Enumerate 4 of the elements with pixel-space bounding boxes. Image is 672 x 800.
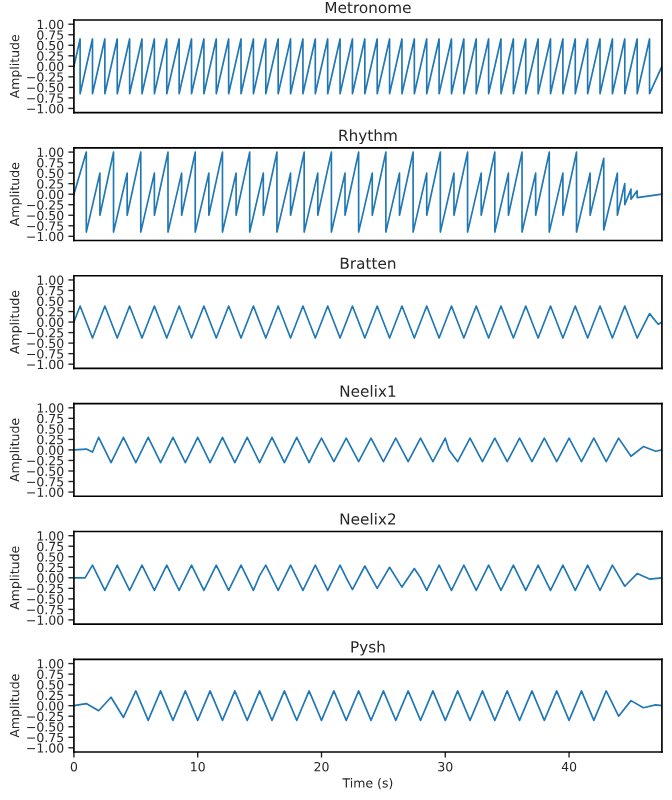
line-series [73, 564, 662, 592]
line-series [73, 305, 662, 339]
line-series [73, 690, 662, 722]
line-series [73, 436, 662, 464]
